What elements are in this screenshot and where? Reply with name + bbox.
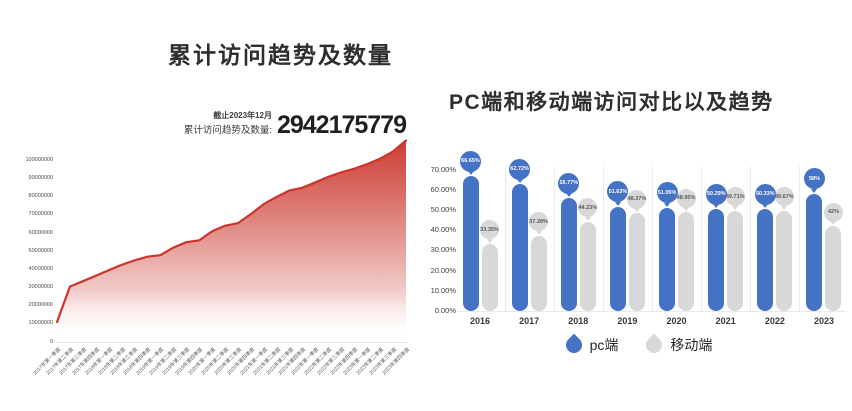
pc-bar (560, 198, 577, 311)
pc-value-balloon: 58% (803, 168, 825, 190)
year-label: 2023 (813, 316, 834, 326)
annotation-label: 累计访问趋势及数量: (183, 125, 272, 136)
pc-bar (757, 209, 774, 311)
pc-value-balloon: 50.33% (754, 183, 776, 205)
mobile-bar (727, 210, 744, 311)
left-y-axis-label: 50000000 (28, 247, 53, 254)
group-separator (504, 166, 506, 311)
mobile-bar (481, 243, 498, 311)
year-label: 2019 (617, 316, 638, 326)
mobile-bar (530, 235, 547, 311)
right-y-axis-label: 30.00% (430, 245, 456, 255)
right-y-axis-label: 40.00% (430, 225, 456, 235)
right-y-axis-label: 20.00% (430, 265, 456, 275)
mobile-value-balloon: 49.71% (725, 187, 745, 207)
mobile-value-balloon: 49.67% (774, 187, 794, 207)
pc-bar (511, 184, 528, 311)
annotation-as-of: 截止2023年12月 (213, 111, 272, 120)
right-x-axis-line (457, 311, 845, 312)
area-chart-svg (55, 139, 408, 342)
pc-bar (609, 206, 626, 311)
group-separator (651, 166, 653, 311)
year-label: 2020 (666, 316, 687, 326)
left-y-axis-label: 100000000 (25, 157, 53, 163)
left-x-axis-line (55, 342, 407, 343)
cumulative-total-value: 2942175779 (276, 111, 407, 140)
mobile-bar (825, 226, 842, 311)
legend-item-pc: pc端 (562, 333, 619, 357)
mobile-bar (579, 221, 596, 311)
year-label: 2022 (764, 316, 785, 326)
pc-bar (708, 209, 725, 311)
mobile-bar (678, 212, 695, 311)
year-label: 2016 (469, 316, 491, 326)
annotation-lines: 截止2023年12月 累计访问趋势及数量: (184, 110, 272, 138)
pc-value-balloon: 51.05% (656, 182, 678, 204)
pc-bar (462, 176, 479, 311)
area-plot: 0 10000000 20000000 30000000 40000000 5000000… (0, 130, 426, 408)
pc-value-balloon: 50.29% (705, 183, 727, 205)
right-y-axis-label: 70.00% (430, 164, 456, 174)
left-y-axis-label: 20000000 (28, 302, 53, 309)
mobile-value-balloon: 48.95% (676, 188, 696, 208)
year-label: 2018 (568, 316, 589, 326)
group-separator (701, 166, 703, 311)
mobile-bar (776, 210, 793, 311)
pc-bar (659, 207, 676, 311)
left-y-axis-label: 10000000 (28, 320, 53, 327)
pc-value-balloon: 66.65% (460, 150, 481, 172)
right-chart-title: PC端和移动端访问对比以及趋势 (449, 91, 774, 114)
year-label: 2017 (519, 316, 540, 326)
mobile-value-balloon: 37.28% (529, 212, 549, 232)
pc-value-balloon: 55.77% (558, 172, 580, 194)
right-y-axis-label: 0.00% (434, 306, 456, 315)
pc-legend-label: pc端 (589, 337, 619, 353)
right-y-axis-label: 60.00% (430, 184, 456, 194)
group-separator (799, 166, 801, 311)
mobile-bar (628, 213, 645, 311)
chart-legend: pc端 移动端 (426, 333, 852, 357)
cumulative-annotation: 截止2023年12月 累计访问趋势及数量: 2942175779 (150, 110, 407, 140)
left-chart-title: 累计访问趋势及数量 (168, 42, 393, 68)
left-y-axis-label: 90000000 (28, 175, 53, 182)
legend-item-mobile: 移动端 (643, 333, 713, 357)
mobile-value-balloon: 44.23% (578, 198, 598, 218)
mobile-legend-label: 移动端 (670, 337, 713, 353)
group-separator (602, 166, 604, 311)
mobile-value-balloon: 33.35% (480, 220, 499, 240)
left-y-axis-label: 0 (49, 338, 53, 345)
left-y-axis-label: 40000000 (28, 265, 53, 272)
pc-value-balloon: 51.63% (607, 181, 629, 203)
left-y-axis-label: 60000000 (28, 229, 53, 236)
left-y-axis-label: 80000000 (28, 193, 53, 200)
left-y-axis-label: 70000000 (28, 211, 53, 218)
right-y-axis-label: 10.00% (430, 285, 456, 295)
lollipop-plot: 0.00% 10.00% 20.00% 30.00% 40.00% 50.00% 60.00… (426, 140, 852, 336)
right-y-axis-label: 50.00% (430, 205, 456, 214)
trend-line (55, 139, 408, 324)
area-fill (57, 140, 406, 342)
group-separator (553, 166, 555, 311)
mobile-legend-icon (643, 333, 666, 357)
group-separator (750, 166, 752, 311)
year-label: 2021 (715, 316, 736, 326)
mobile-value-balloon: 42% (823, 202, 843, 222)
pc-legend-icon (562, 333, 585, 357)
pc-value-balloon: 62.72% (509, 158, 531, 180)
mobile-value-balloon: 48.37% (627, 189, 647, 209)
left-y-axis-label: 30000000 (28, 284, 53, 291)
pc-bar (806, 193, 823, 311)
